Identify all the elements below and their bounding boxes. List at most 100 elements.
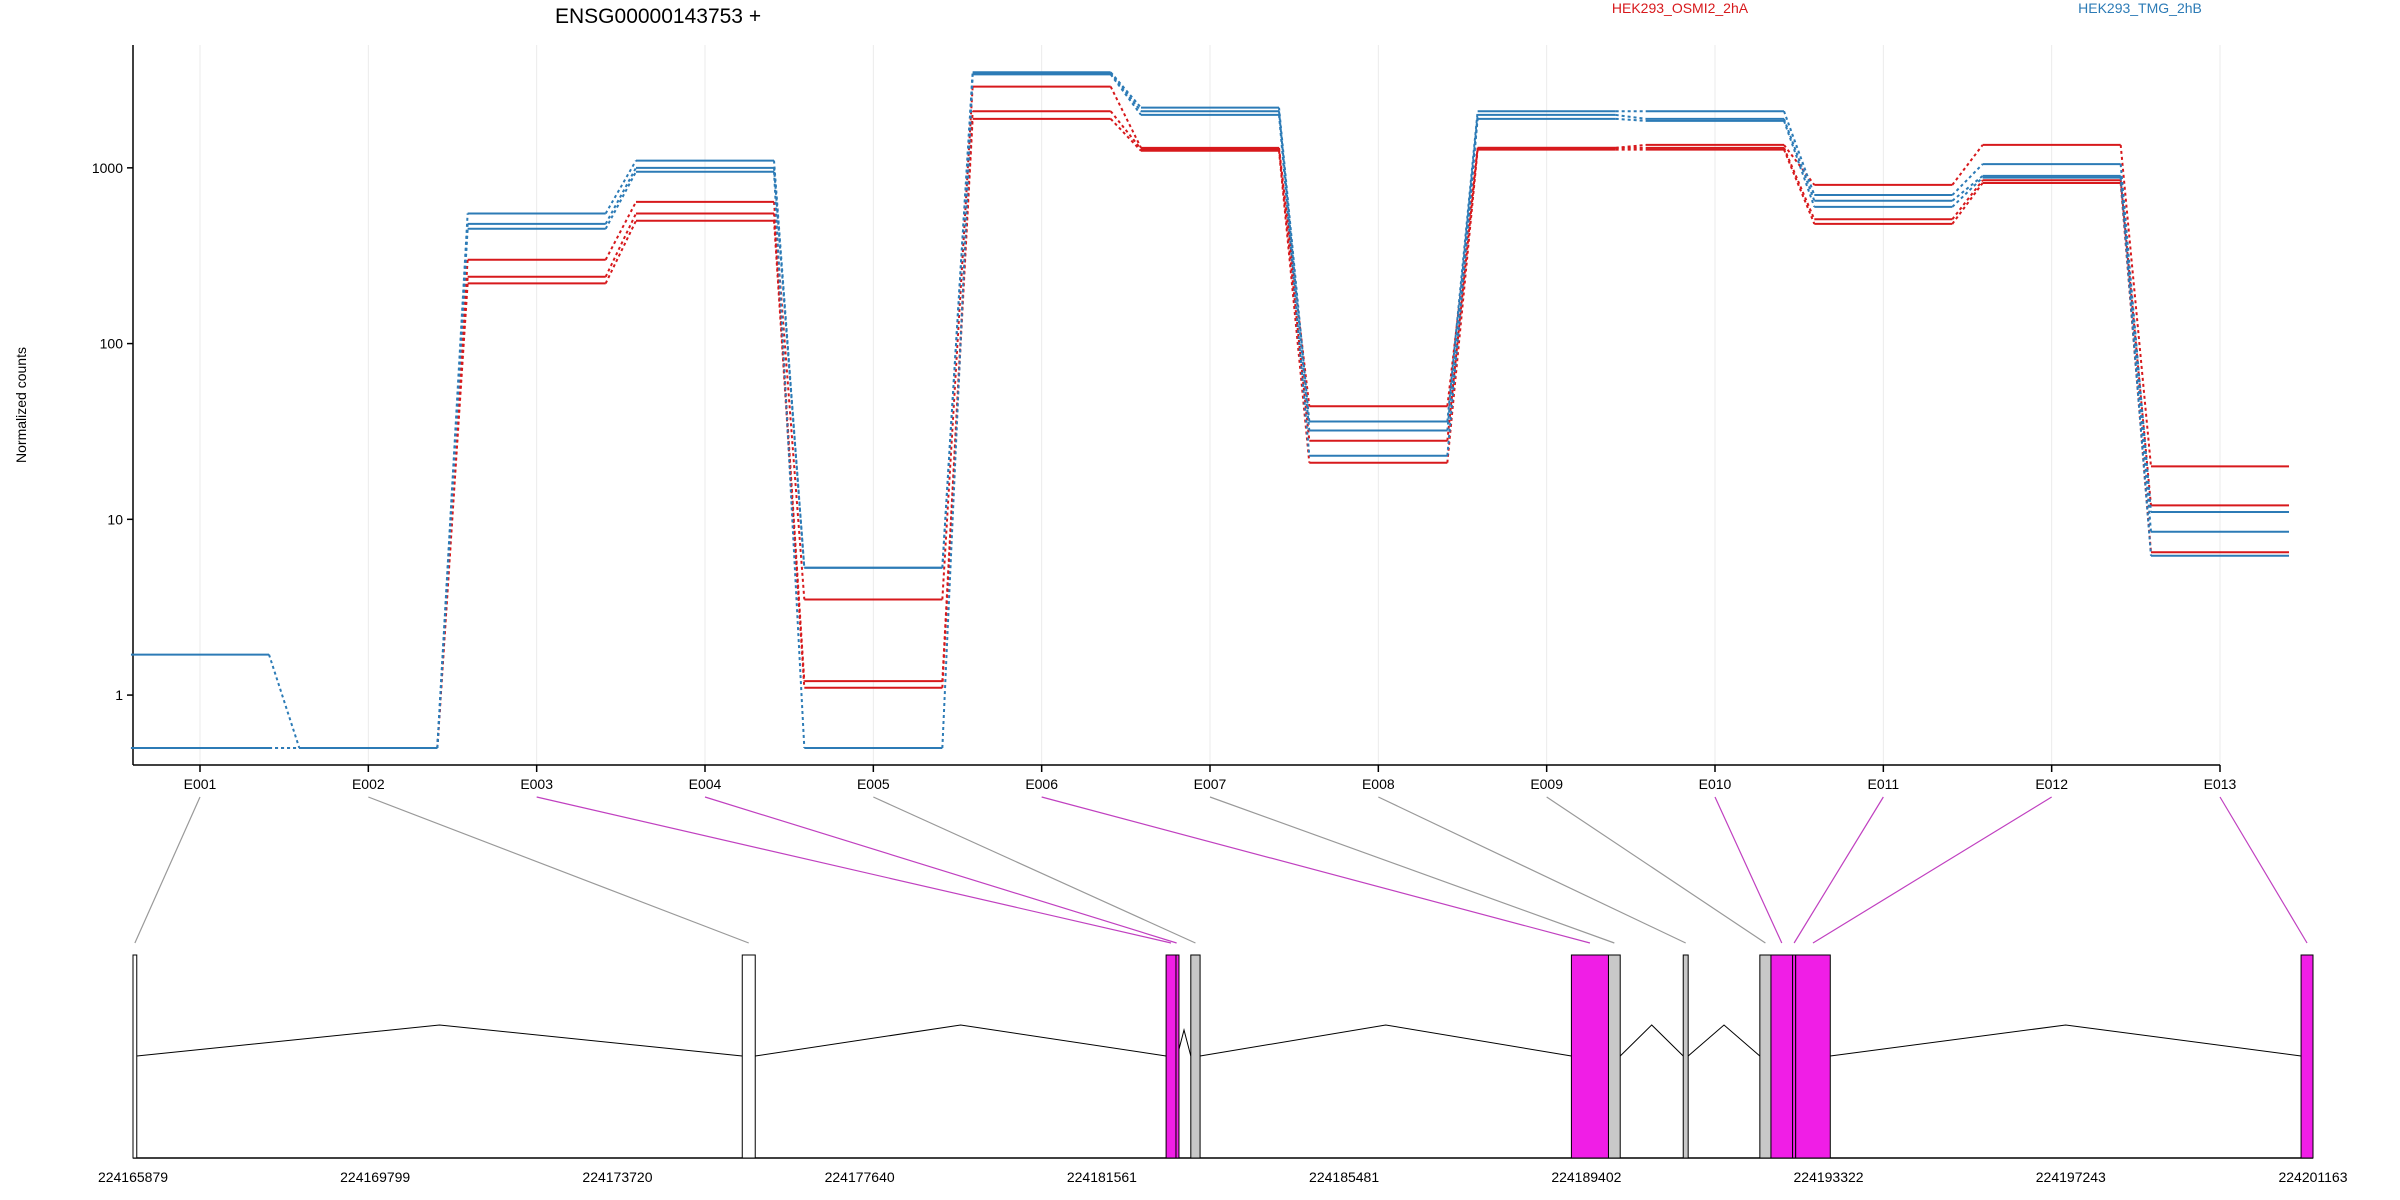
- data-connector: [1109, 118, 1142, 152]
- exon-block: [1165, 954, 1177, 1159]
- data-connector: [1783, 149, 1816, 225]
- exon-bin-connector: [873, 796, 1196, 944]
- x-tick-label: E007: [1194, 776, 1227, 792]
- axes: 1 10 100 1000 E001 E002 E003 E004 E005 E006 E007 E0…: [92, 45, 2237, 792]
- x-tick-label: E011: [1867, 776, 1899, 792]
- intron-line: [1176, 1028, 1192, 1057]
- exon-bin-connector: [1793, 796, 1884, 944]
- exon-bin-connector: [536, 796, 1172, 944]
- exon-block: [1759, 954, 1772, 1159]
- series-lines: [130, 71, 2290, 749]
- exon-bin-connector: [1812, 796, 2052, 944]
- data-connector: [604, 171, 637, 230]
- intron-line: [1199, 1024, 1572, 1057]
- genomic-tick-label: 224201163: [2278, 1169, 2347, 1185]
- data-connector: [604, 160, 637, 214]
- data-connector: [604, 213, 637, 278]
- data-connector: [1109, 110, 1142, 150]
- data-connector: [773, 201, 806, 600]
- data-connector: [773, 213, 806, 682]
- intron-line: [755, 1024, 1167, 1057]
- x-tick-label: E004: [689, 776, 722, 792]
- x-tick-label: E008: [1362, 776, 1395, 792]
- data-connector: [1446, 111, 1479, 422]
- exon-bin-connector: [1714, 796, 1783, 944]
- exon-block: [1795, 954, 1831, 1159]
- y-tick-label: 1000: [92, 160, 123, 176]
- data-connector: [2119, 144, 2152, 467]
- data-connector: [1951, 175, 1984, 202]
- genomic-tick-label: 224193322: [1794, 1169, 1864, 1185]
- x-tick-label: E013: [2204, 776, 2237, 792]
- genomic-tick-label: 224189402: [1551, 1169, 1621, 1185]
- data-connector: [1278, 150, 1311, 463]
- genomic-tick-label: 224165879: [98, 1169, 168, 1185]
- data-connector: [1615, 143, 1647, 149]
- exon-block: [2300, 954, 2314, 1159]
- exon-bin-connector: [704, 796, 1177, 944]
- exon-block: [132, 954, 138, 1159]
- intron-line: [136, 1024, 743, 1057]
- genomic-tick-label: 224173720: [582, 1169, 652, 1185]
- data-connector: [1446, 149, 1479, 463]
- x-tick-label: E002: [352, 776, 385, 792]
- exon-block: [1190, 954, 1201, 1159]
- data-connector: [773, 167, 806, 568]
- x-tick-label: E003: [520, 776, 553, 792]
- data-connector: [941, 74, 974, 749]
- x-tick-label: E010: [1699, 776, 1732, 792]
- data-connector: [1278, 107, 1311, 422]
- genomic-tick-label: 224169799: [340, 1169, 410, 1185]
- data-connector: [1446, 147, 1479, 441]
- data-connector: [436, 283, 469, 749]
- data-connector: [1446, 118, 1479, 456]
- exon-block: [741, 954, 756, 1159]
- genomic-tick-label: 224197243: [2036, 1169, 2106, 1185]
- intron-line: [1687, 1024, 1761, 1057]
- data-connector: [1446, 147, 1479, 407]
- data-connector: [941, 86, 974, 600]
- y-axis-label: Normalized counts: [13, 347, 29, 463]
- data-connector: [436, 228, 469, 749]
- data-connector: [773, 160, 806, 568]
- genomic-tick-label: 224181561: [1067, 1169, 1137, 1185]
- x-tick-label: E009: [1530, 776, 1563, 792]
- data-connector: [1783, 144, 1816, 186]
- x-tick-label: E006: [1025, 776, 1058, 792]
- gridlines: [199, 45, 2221, 765]
- data-connector: [1951, 179, 1984, 220]
- data-connector: [1783, 147, 1816, 220]
- data-connector: [2119, 164, 2152, 513]
- data-connector: [1109, 73, 1142, 116]
- data-connector: [604, 201, 637, 261]
- data-connector: [1951, 144, 1984, 186]
- exon-block: [1682, 954, 1689, 1159]
- genomic-tick-label: 224177640: [825, 1169, 895, 1185]
- exon-bin-connector: [1378, 796, 1686, 944]
- y-tick-label: 10: [107, 511, 123, 527]
- data-connector: [268, 654, 301, 749]
- data-connector: [941, 73, 974, 568]
- data-connector: [1109, 86, 1142, 149]
- data-connector: [2119, 180, 2152, 506]
- exon-bin-connector: [2219, 796, 2308, 944]
- exon-connectors: [134, 796, 2308, 944]
- x-tick-label: E001: [184, 776, 217, 792]
- intron-line: [1830, 1024, 2302, 1057]
- exon-bin-connector: [1209, 796, 1615, 944]
- data-connector: [1951, 182, 1984, 225]
- exon-block: [1607, 954, 1621, 1159]
- data-connector: [773, 171, 806, 749]
- exon-bin-connector: [368, 796, 749, 944]
- x-tick-label: E005: [857, 776, 890, 792]
- y-tick-label: 1: [115, 687, 123, 703]
- legend-entry-osmi2: HEK293_OSMI2_2hA: [1612, 0, 1749, 16]
- chart-title: ENSG00000143753 +: [555, 5, 761, 28]
- data-connector: [2119, 177, 2152, 556]
- y-tick-label: 100: [100, 336, 124, 352]
- exon-block: [1770, 954, 1794, 1159]
- legend-entry-tmg: HEK293_TMG_2hB: [2078, 0, 2202, 16]
- exon-bin-connector: [134, 796, 201, 944]
- exon-block: [1570, 954, 1609, 1159]
- x-tick-label: E012: [2035, 776, 2068, 792]
